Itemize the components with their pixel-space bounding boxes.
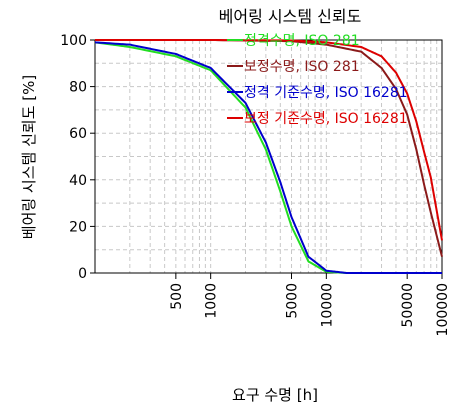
legend-label: 보정 기준수명, ISO 16281 <box>244 111 408 127</box>
y-tick-label: 100 <box>60 33 87 49</box>
y-tick-label: 20 <box>69 219 87 235</box>
series-line-2 <box>94 41 442 275</box>
y-axis: 0 20 40 60 80 100 <box>60 33 95 282</box>
chart-title: 베어링 시스템 신뢰도 <box>219 7 362 26</box>
x-tick-label: 5000 <box>285 283 301 319</box>
series-line-0 <box>94 41 442 275</box>
series-lines <box>94 38 443 275</box>
x-tick-label: 50000 <box>400 283 416 328</box>
legend: 정격수명, ISO 281 보정수명, ISO 281 정격 기준수명, ISO 1… <box>227 33 408 127</box>
x-axis: 500 1000 5000 10000 50000 100000 <box>169 273 451 336</box>
y-tick-label: 80 <box>69 80 87 96</box>
legend-label: 보정수명, ISO 281 <box>244 59 360 75</box>
series-line-3 <box>94 38 443 241</box>
x-tick-label: 100000 <box>435 283 451 336</box>
legend-label: 정격수명, ISO 281 <box>244 33 360 49</box>
x-tick-label: 1000 <box>204 283 220 319</box>
y-tick-label: 40 <box>69 173 87 189</box>
y-tick-label: 60 <box>69 126 87 142</box>
legend-label: 정격 기준수명, ISO 16281 <box>244 85 408 101</box>
x-tick-label: 500 <box>169 283 185 310</box>
x-axis-title: 요구 수명 [h] <box>232 386 318 404</box>
y-tick-label: 0 <box>78 266 87 282</box>
grid <box>95 40 442 273</box>
x-tick-label: 10000 <box>319 283 335 328</box>
y-axis-title: 베어링 시스템 신뢰도 [%] <box>20 75 38 239</box>
